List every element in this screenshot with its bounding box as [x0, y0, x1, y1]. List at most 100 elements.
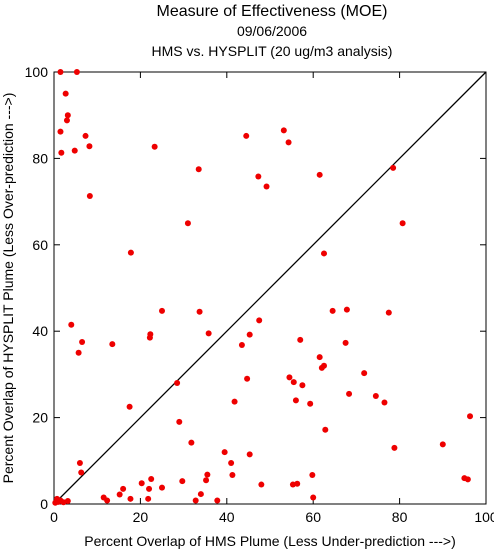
data-point	[204, 471, 211, 478]
data-point	[82, 132, 89, 139]
one-to-one-reference-line	[53, 71, 487, 505]
chart-subtitle-date: 09/06/2006	[237, 23, 307, 39]
x-axis-ticks: 0 20 40 60 80 100	[50, 72, 494, 525]
data-point	[120, 485, 127, 492]
chart-title: Measure of Effectiveness (MOE)	[157, 3, 388, 20]
data-point	[109, 341, 116, 348]
data-point	[68, 321, 75, 328]
data-point	[310, 494, 317, 501]
y-tick-label: 20	[32, 410, 48, 426]
data-point	[174, 380, 181, 387]
y-axis-label: Percent Overlap of HYSPLIT Plume (Less O…	[0, 93, 16, 484]
data-point	[329, 307, 336, 314]
chart-subtitle-analysis: HMS vs. HYSPLIT (20 ug/m3 analysis)	[152, 43, 393, 59]
data-point	[381, 399, 388, 406]
data-point	[228, 459, 235, 466]
data-point	[79, 339, 86, 345]
x-tick-label: 80	[392, 509, 408, 525]
data-point	[195, 166, 202, 173]
data-point	[75, 349, 82, 356]
x-tick-label: 100	[474, 509, 494, 525]
data-point	[159, 484, 165, 491]
y-tick-label: 60	[32, 237, 48, 253]
data-point	[71, 147, 78, 154]
data-point	[390, 164, 397, 171]
data-point	[246, 451, 253, 458]
data-point	[116, 491, 123, 498]
x-tick-label: 40	[219, 509, 235, 525]
y-tick-label: 80	[32, 150, 48, 166]
data-point	[372, 393, 379, 399]
data-point	[285, 139, 292, 146]
data-point	[322, 426, 329, 433]
data-point	[346, 390, 353, 397]
data-point	[229, 472, 236, 479]
data-point	[286, 374, 293, 381]
x-tick-label: 20	[133, 509, 149, 525]
data-point	[205, 330, 212, 337]
data-point	[138, 480, 145, 487]
data-point	[192, 497, 199, 504]
data-point	[321, 362, 327, 369]
data-point	[86, 192, 93, 199]
data-point	[316, 171, 323, 178]
data-point	[467, 413, 474, 420]
data-point	[86, 143, 93, 150]
data-point	[263, 183, 270, 190]
data-point	[64, 112, 71, 119]
data-point	[57, 69, 64, 75]
data-point	[73, 69, 80, 75]
data-point	[290, 379, 297, 386]
y-tick-label: 0	[40, 496, 48, 512]
data-point	[321, 250, 327, 257]
data-points	[52, 69, 474, 506]
data-point	[148, 475, 155, 482]
data-point	[127, 249, 134, 256]
data-point	[214, 497, 221, 504]
data-point	[294, 480, 301, 487]
data-point	[184, 220, 191, 227]
data-point	[399, 220, 406, 227]
data-point	[203, 477, 210, 484]
data-point	[145, 495, 152, 502]
x-tick-label: 0	[50, 509, 58, 525]
data-point	[246, 331, 253, 338]
data-point	[197, 491, 204, 498]
data-point	[146, 334, 153, 341]
data-point	[255, 173, 262, 180]
data-point	[316, 354, 323, 361]
data-point	[146, 485, 153, 492]
x-tick-label: 60	[305, 509, 321, 525]
data-point	[385, 309, 392, 316]
data-point	[159, 307, 165, 314]
data-point	[297, 336, 304, 343]
data-point	[258, 481, 265, 488]
data-point	[309, 472, 316, 479]
x-axis-label: Percent Overlap of HMS Plume (Less Under…	[84, 533, 456, 549]
data-point	[63, 117, 70, 124]
data-point	[244, 375, 251, 382]
y-tick-label: 40	[32, 323, 48, 339]
data-point	[439, 441, 446, 448]
data-point	[78, 469, 85, 476]
data-point	[361, 370, 368, 377]
plot-area-frame	[53, 71, 487, 505]
data-point	[221, 449, 228, 456]
data-point	[391, 444, 398, 451]
data-point	[64, 497, 71, 504]
data-point	[464, 476, 471, 483]
data-point	[280, 127, 287, 134]
y-tick-label: 100	[25, 64, 49, 80]
data-point	[104, 497, 111, 504]
data-point	[231, 398, 238, 405]
data-point	[57, 128, 64, 135]
data-point	[307, 400, 314, 407]
data-point	[127, 495, 134, 502]
data-point	[179, 478, 186, 485]
data-point	[62, 90, 69, 97]
data-point	[176, 418, 183, 425]
y-axis-ticks: 0 20 40 60 80 100	[25, 64, 486, 512]
data-point	[243, 132, 250, 139]
data-point	[256, 317, 263, 324]
